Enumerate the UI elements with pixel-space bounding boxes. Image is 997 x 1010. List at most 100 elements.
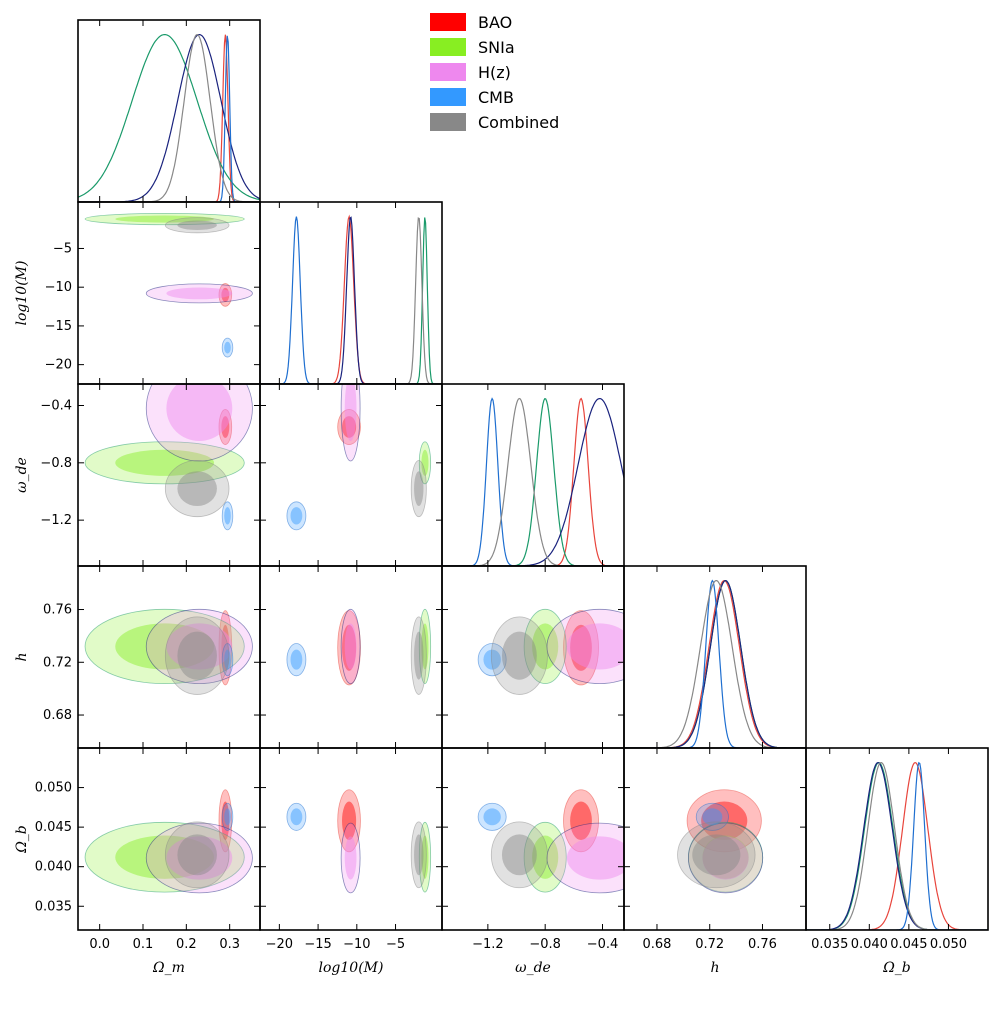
x-tick-label: 0.1	[133, 937, 154, 952]
x-tick-label: 0.72	[695, 937, 724, 952]
panel-frame	[805, 747, 989, 931]
x-axis-label: h	[710, 960, 719, 976]
contour-68-snia	[421, 835, 429, 879]
marginal-curve-hz	[78, 34, 260, 202]
marginal-curve-bao	[78, 34, 260, 202]
panel-Om-h	[84, 608, 253, 695]
panel-Om-Ob	[84, 789, 253, 894]
panel-frame	[441, 383, 625, 567]
contour-68-combined	[177, 834, 217, 876]
contour-95-combined	[164, 616, 230, 695]
y-tick-label: −0.4	[40, 398, 72, 413]
contour-95-combined	[410, 616, 427, 695]
contour-95-combined	[164, 217, 230, 234]
contour-68-hz	[344, 623, 357, 670]
contour-95-combined	[164, 460, 230, 518]
panel-frames	[77, 19, 989, 931]
x-tick-label: 0.68	[642, 937, 671, 952]
marginal-curve-bao	[260, 214, 442, 384]
legend-swatch-combined	[430, 113, 466, 131]
panel-logM-wde	[286, 384, 432, 531]
y-tick-label: −15	[45, 319, 72, 334]
marginal-curve-cmb	[78, 35, 260, 202]
y-tick-label: 0.68	[43, 708, 72, 723]
x-tick-label: −20	[266, 937, 293, 952]
y-axis-label: log10(M)	[14, 261, 30, 326]
contour-68-bao	[221, 416, 230, 438]
x-tick-label: 0.045	[890, 937, 927, 952]
contour-68-bao	[570, 624, 592, 671]
contour-95-hz	[145, 283, 253, 304]
x-tick-label: 0.0	[89, 937, 110, 952]
contour-95-snia	[523, 821, 567, 893]
contour-68-snia	[115, 623, 215, 670]
panel-frame	[77, 19, 261, 203]
contour-95-snia	[523, 608, 567, 685]
contour-68-hz	[166, 836, 233, 880]
contour-68-hz	[344, 384, 357, 442]
contour-68-snia	[532, 835, 559, 879]
contour-95-combined	[490, 616, 548, 695]
contour-68-cmb	[290, 649, 303, 670]
contour-68-cmb	[483, 808, 501, 826]
x-tick-label: −0.8	[529, 937, 561, 952]
y-tick-label: 0.72	[43, 655, 72, 670]
x-tick-label: 0.3	[219, 937, 240, 952]
panel-wde-Ob	[477, 789, 624, 894]
contour-95-cmb	[286, 501, 307, 531]
marginal-logM	[260, 214, 442, 384]
contour-95-snia	[84, 608, 245, 685]
contour-95-snia	[418, 821, 432, 893]
contour-68-snia	[115, 449, 215, 476]
contour-68-bao	[342, 624, 357, 671]
contour-68-cmb	[290, 507, 303, 525]
contour-95-hz	[145, 608, 253, 685]
contour-95-snia	[84, 441, 245, 485]
contour-95-snia	[418, 608, 432, 685]
marginal-curve-combined	[78, 33, 260, 202]
contour-68-hz	[166, 384, 233, 442]
contour-95-bao	[686, 789, 762, 853]
contour-68-bao	[570, 801, 592, 841]
marginal-curve-hz	[442, 398, 624, 566]
x-tick-label: 0.050	[930, 937, 967, 952]
marginal-curve-bao	[442, 397, 624, 566]
marginal-Om	[78, 33, 260, 202]
contour-95-bao	[218, 409, 233, 445]
marginal-curve-cmb	[624, 579, 806, 748]
marginal-curve-snia	[78, 34, 260, 201]
y-tick-label: −10	[45, 280, 72, 295]
contour-95-snia	[418, 441, 432, 485]
contour-68-hz	[166, 287, 233, 300]
contour-95-bao	[218, 610, 233, 686]
contour-68-bao	[342, 416, 357, 438]
legend-swatch-snia	[430, 38, 466, 56]
y-axis-label: Ω_b	[14, 825, 30, 854]
y-tick-label: −20	[45, 358, 72, 373]
y-tick-label: 0.050	[35, 781, 72, 796]
x-axis-label: Ω_m	[152, 960, 185, 976]
x-tick-label: 0.76	[748, 937, 777, 952]
contour-95-combined	[490, 821, 548, 889]
marginal-curve-hz	[260, 216, 442, 384]
contour-95-combined	[410, 821, 427, 889]
contour-95-hz	[340, 608, 361, 685]
contour-95-cmb	[221, 802, 234, 831]
contour-68-hz	[566, 623, 624, 670]
marginal-wde	[442, 397, 624, 566]
legend: BAO SNIa H(z) CMB Combined	[430, 13, 559, 132]
contour-68-combined	[414, 471, 424, 507]
contour-68-combined	[177, 220, 217, 230]
contour-68-cmb	[224, 341, 231, 354]
marginal-curve-snia	[442, 398, 624, 566]
contour-68-cmb	[224, 507, 231, 525]
y-tick-label: −0.8	[40, 456, 72, 471]
y-tick-label: −5	[53, 241, 72, 256]
contour-68-bao	[342, 801, 357, 841]
contour-68-combined	[177, 471, 217, 507]
legend-swatch-hz	[430, 63, 466, 81]
contour-95-cmb	[221, 501, 234, 531]
marginal-h	[624, 579, 806, 748]
marginal-curve-cmb	[260, 216, 442, 384]
contour-68-hz	[166, 623, 233, 670]
